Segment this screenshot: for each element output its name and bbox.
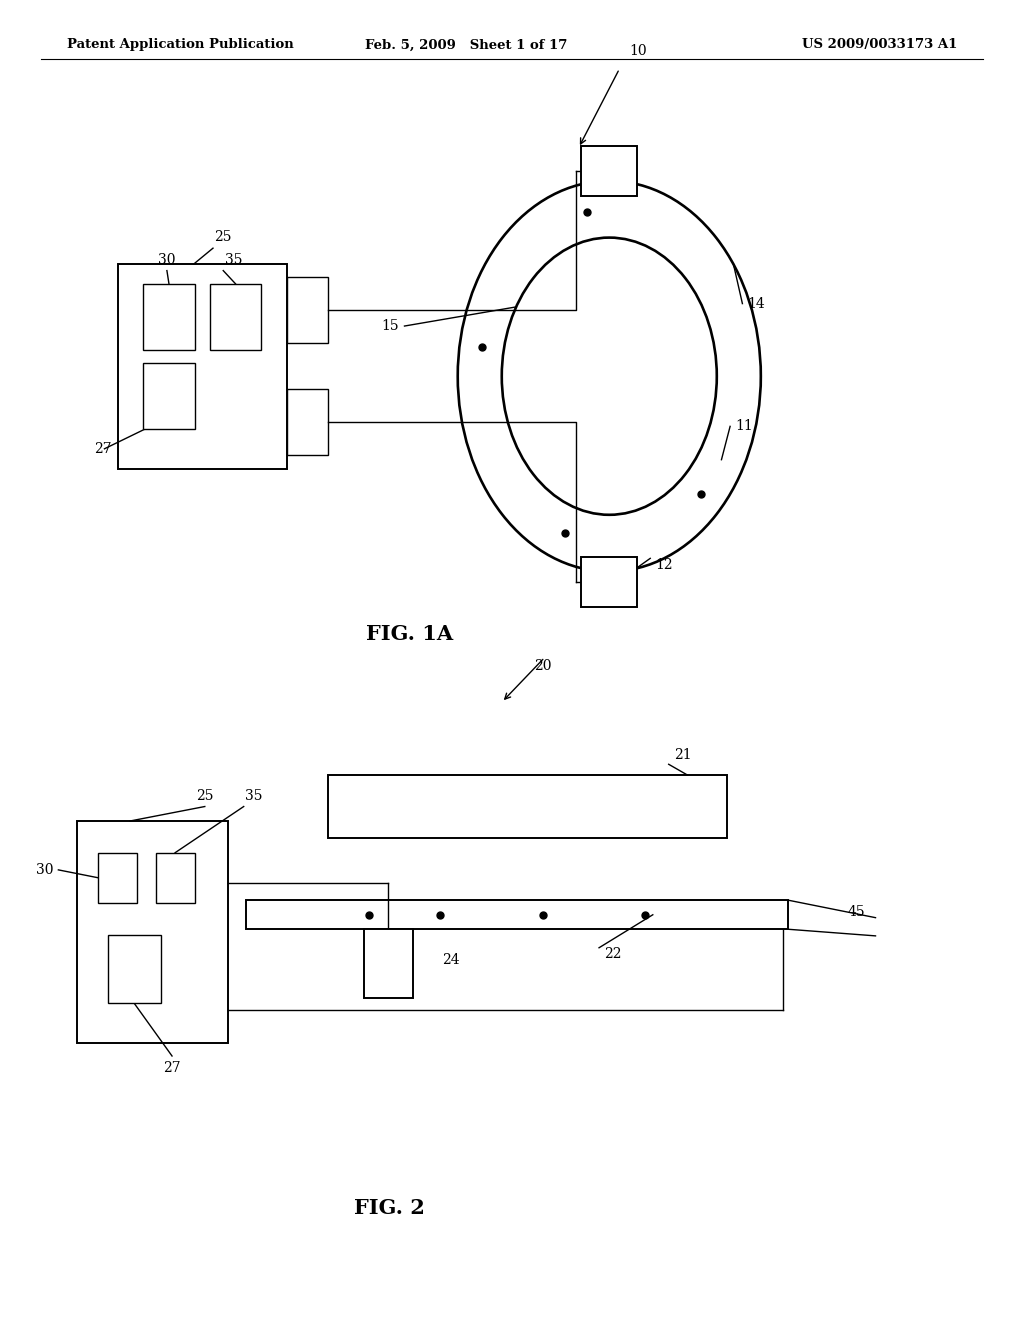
Text: 10: 10 <box>630 44 647 58</box>
Text: 11: 11 <box>735 420 753 433</box>
Text: 21: 21 <box>674 747 691 762</box>
Bar <box>287 277 328 343</box>
Text: 25: 25 <box>214 230 232 244</box>
Text: 15: 15 <box>382 319 399 333</box>
Bar <box>210 284 261 350</box>
Bar <box>143 284 195 350</box>
Bar <box>364 929 413 998</box>
Bar <box>143 363 195 429</box>
Text: Feb. 5, 2009   Sheet 1 of 17: Feb. 5, 2009 Sheet 1 of 17 <box>365 38 567 51</box>
Text: US 2009/0033173 A1: US 2009/0033173 A1 <box>802 38 957 51</box>
Text: 24: 24 <box>441 953 460 968</box>
Text: 27: 27 <box>94 442 112 455</box>
Text: FIG. 1A: FIG. 1A <box>366 623 454 644</box>
Bar <box>118 264 287 469</box>
Text: 45: 45 <box>848 906 865 919</box>
Text: 22: 22 <box>604 948 622 961</box>
Bar <box>582 145 637 195</box>
Bar <box>98 853 137 903</box>
Text: 35: 35 <box>224 252 243 267</box>
Text: 30: 30 <box>158 252 176 267</box>
Bar <box>246 900 788 929</box>
Bar <box>287 389 328 455</box>
Text: 25: 25 <box>196 788 214 803</box>
Text: 35: 35 <box>245 788 263 803</box>
Bar <box>77 821 228 1043</box>
Text: 20: 20 <box>534 659 552 673</box>
Text: 27: 27 <box>163 1061 181 1076</box>
Text: 30: 30 <box>36 863 53 876</box>
Bar <box>108 935 161 1003</box>
Bar <box>582 557 637 607</box>
Text: Patent Application Publication: Patent Application Publication <box>67 38 293 51</box>
Text: FIG. 2: FIG. 2 <box>353 1197 425 1218</box>
Bar <box>328 775 727 838</box>
Text: 14: 14 <box>748 297 765 310</box>
Text: 12: 12 <box>655 558 673 572</box>
Bar <box>156 853 195 903</box>
